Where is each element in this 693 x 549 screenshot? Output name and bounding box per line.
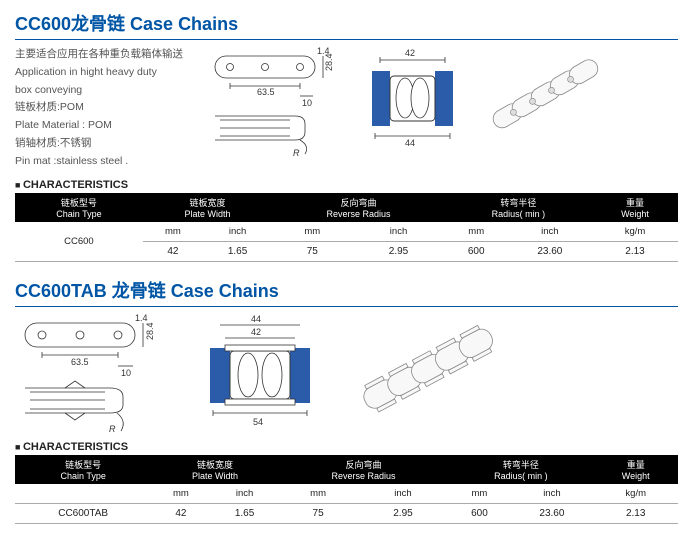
th-cn: 重量: [597, 458, 674, 471]
section-cc600tab: CC600TAB 龙骨链 Case Chains 63.5 28.4 1.4 1…: [15, 277, 678, 524]
th-en: Chain Type: [19, 209, 139, 219]
dim-top: 42: [251, 327, 261, 337]
desc-line: Plate Material : POM: [15, 117, 195, 134]
dim-top2: 44: [251, 314, 261, 324]
unit: mm: [272, 222, 352, 242]
unit: inch: [352, 222, 444, 242]
spec-table: 链板型号Chain Type 链板宽度Plate Width 反向弯曲Rever…: [15, 193, 678, 262]
unit: inch: [358, 484, 449, 504]
unit: kg/m: [592, 222, 678, 242]
diagram-group: 63.5 28.4 1.4 10 R 44 42: [15, 313, 678, 433]
dim-height: 28.4: [145, 322, 155, 340]
dim-r: R: [109, 424, 116, 433]
desc-line: Pin mat :stainless steel .: [15, 153, 195, 170]
diagram-3d: [355, 313, 515, 433]
cell: 2.95: [358, 503, 449, 523]
unit: mm: [143, 222, 203, 242]
dim-thk: 1.4: [135, 313, 148, 323]
section-title: CC600TAB 龙骨链 Case Chains: [15, 277, 678, 307]
unit: inch: [203, 222, 272, 242]
unit: mm: [151, 484, 210, 504]
cell: 2.13: [592, 241, 678, 261]
th-cn: 重量: [596, 196, 674, 209]
dim-thk: 1.4: [317, 46, 330, 56]
cell: 23.60: [508, 241, 592, 261]
unit-row: mm inch mm inch mm inch kg/m: [15, 484, 678, 504]
cell: 2.13: [593, 503, 678, 523]
cell: 42: [143, 241, 203, 261]
th-en: Reverse Radius: [276, 209, 441, 219]
th-cn: 链板型号: [19, 196, 139, 209]
content-row: 主要适合应用在各种重负载箱体输送 Application in hight he…: [15, 46, 678, 171]
th-cn: 链板宽度: [147, 196, 268, 209]
content-row: 63.5 28.4 1.4 10 R 44 42: [15, 313, 678, 433]
th-cn: 转弯半径: [452, 458, 589, 471]
diagram-front: 44 42 54: [195, 313, 325, 433]
th-en: Plate Width: [147, 209, 268, 219]
dim-top: 42: [405, 48, 415, 58]
dim-pitch: 63.5: [257, 87, 275, 97]
dim-pitch: 63.5: [71, 357, 89, 367]
unit: mm: [448, 484, 510, 504]
table-header-row: 链板型号Chain Type 链板宽度Plate Width 反向弯曲Rever…: [15, 193, 678, 222]
section-title: CC600龙骨链 Case Chains: [15, 10, 678, 40]
th-en: Radius( min ): [449, 209, 588, 219]
dim-r: R: [293, 148, 300, 156]
unit: inch: [210, 484, 278, 504]
characteristics-label: CHARACTERISTICS: [15, 179, 678, 191]
desc-line: 链板材质:POM: [15, 99, 195, 116]
unit: inch: [510, 484, 593, 504]
unit: mm: [445, 222, 508, 242]
dim-bottom: 54: [253, 417, 263, 427]
th-cn: 转弯半径: [449, 196, 588, 209]
th-en: Weight: [597, 471, 674, 481]
spec-table: 链板型号Chain Type 链板宽度Plate Width 反向弯曲Rever…: [15, 455, 678, 524]
cell: 75: [272, 241, 352, 261]
description-block: 主要适合应用在各种重负载箱体输送 Application in hight he…: [15, 46, 195, 171]
table-header-row: 链板型号Chain Type 链板宽度Plate Width 反向弯曲Rever…: [15, 455, 678, 484]
desc-line: 销轴材质:不锈钢: [15, 135, 195, 152]
th-cn: 反向弯曲: [276, 196, 441, 209]
data-row: CC600TAB 42 1.65 75 2.95 600 23.60 2.13: [15, 503, 678, 523]
diagram-3d: [480, 46, 610, 156]
section-cc600: CC600龙骨链 Case Chains 主要适合应用在各种重负载箱体输送 Ap…: [15, 10, 678, 262]
desc-line: box conveying: [15, 82, 195, 99]
diagram-front: 42 44: [360, 46, 465, 156]
unit-row: CC600 mm inch mm inch mm inch kg/m: [15, 222, 678, 242]
desc-line: 主要适合应用在各种重负载箱体输送: [15, 46, 195, 63]
th-en: Weight: [596, 209, 674, 219]
diagram-top-side: 63.5 28.4 1.4 10 R: [205, 46, 345, 156]
th-en: Reverse Radius: [283, 471, 445, 481]
dim-offset: 10: [121, 368, 131, 378]
unit: kg/m: [593, 484, 678, 504]
th-en: Chain Type: [19, 471, 147, 481]
diagram-top-side: 63.5 28.4 1.4 10 R: [15, 313, 165, 433]
unit: mm: [279, 484, 358, 504]
cell: 600: [445, 241, 508, 261]
dim-height: 28.4: [324, 53, 334, 71]
desc-line: Application in hight heavy duty: [15, 64, 195, 81]
th-cn: 链板宽度: [155, 458, 274, 471]
cell: 1.65: [203, 241, 272, 261]
cell: 600: [448, 503, 510, 523]
cell: 1.65: [210, 503, 278, 523]
cell-type: CC600: [15, 222, 143, 262]
cell: 75: [279, 503, 358, 523]
dim-bottom: 44: [405, 138, 415, 148]
unit: inch: [508, 222, 592, 242]
cell: 2.95: [352, 241, 444, 261]
cell-type: CC600TAB: [15, 503, 151, 523]
th-cn: 链板型号: [19, 458, 147, 471]
th-en: Plate Width: [155, 471, 274, 481]
unit: [15, 484, 151, 504]
th-en: Radius( min ): [452, 471, 589, 481]
cell: 23.60: [510, 503, 593, 523]
th-cn: 反向弯曲: [283, 458, 445, 471]
cell: 42: [151, 503, 210, 523]
dim-offset: 10: [302, 98, 312, 108]
diagram-group: 63.5 28.4 1.4 10 R 42: [205, 46, 678, 156]
characteristics-label: CHARACTERISTICS: [15, 441, 678, 453]
